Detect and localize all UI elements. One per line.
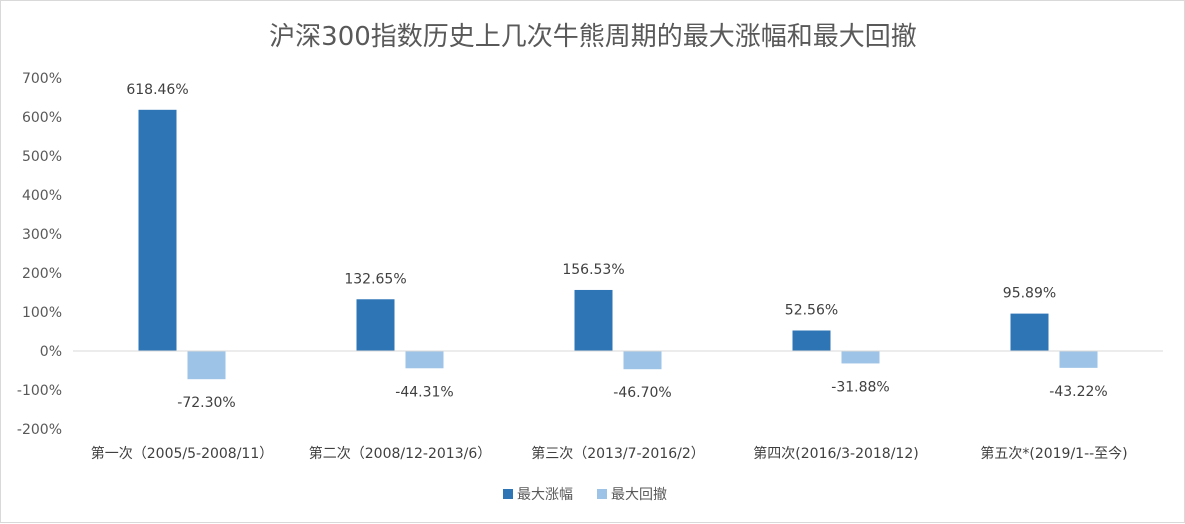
legend-swatch xyxy=(503,489,513,499)
chart-title: 沪深300指数历史上几次牛熊周期的最大涨幅和最大回撤 xyxy=(269,22,917,52)
bar-max-gain xyxy=(356,299,395,351)
y-tick-label: 0% xyxy=(40,344,62,360)
data-label: -31.88% xyxy=(831,379,889,395)
y-tick-label: -200% xyxy=(17,422,62,438)
data-label: 95.89% xyxy=(1003,286,1056,302)
x-tick-label: 第二次（2008/12-2013/6） xyxy=(309,445,491,462)
legend: 最大涨幅 最大回撤 xyxy=(503,487,667,503)
x-tick-label: 第一次（2005/5-2008/11） xyxy=(91,445,273,462)
x-tick-label: 第四次(2016/3-2018/12) xyxy=(753,445,918,462)
legend-swatch xyxy=(597,489,607,499)
legend-label: 最大回撤 xyxy=(611,487,667,503)
data-label: 132.65% xyxy=(344,271,406,287)
bar-max-drawdown xyxy=(623,351,662,370)
x-axis: 第一次（2005/5-2008/11） 第二次（2008/12-2013/6） 第三… xyxy=(91,445,1128,462)
bar-max-gain xyxy=(1010,313,1049,351)
bar-max-gain xyxy=(138,109,177,351)
y-tick-label: 700% xyxy=(22,71,62,87)
bar-max-drawdown xyxy=(187,351,226,380)
data-label: -44.31% xyxy=(395,384,453,400)
bar-max-drawdown xyxy=(841,351,880,364)
bar-max-gain xyxy=(792,330,831,351)
y-tick-label: 300% xyxy=(22,227,62,243)
data-label: -43.22% xyxy=(1049,384,1107,400)
y-axis: 700% 600% 500% 400% 300% 200% 100% 0% -100% -200% xyxy=(17,71,62,438)
y-tick-label: 600% xyxy=(22,110,62,126)
data-label: 156.53% xyxy=(562,262,624,278)
y-tick-label: 400% xyxy=(22,188,62,204)
data-labels: 618.46% -72.30% 132.65% -44.31% 156.53% -46.7… xyxy=(126,82,1107,411)
data-label: -72.30% xyxy=(177,395,235,411)
bars xyxy=(138,109,1098,380)
bar-max-drawdown xyxy=(405,351,444,369)
y-tick-label: 500% xyxy=(22,149,62,165)
legend-label: 最大涨幅 xyxy=(517,487,573,503)
y-tick-label: 200% xyxy=(22,266,62,282)
data-label: 618.46% xyxy=(126,82,188,98)
bar-max-gain xyxy=(574,289,613,351)
x-tick-label: 第三次（2013/7-2016/2） xyxy=(531,445,705,462)
data-label: 52.56% xyxy=(785,303,838,319)
y-tick-label: 100% xyxy=(22,305,62,321)
x-tick-label: 第五次*(2019/1--至今) xyxy=(980,445,1127,462)
y-tick-label: -100% xyxy=(17,383,62,399)
data-label: -46.70% xyxy=(613,385,671,401)
bar-max-drawdown xyxy=(1059,351,1098,368)
